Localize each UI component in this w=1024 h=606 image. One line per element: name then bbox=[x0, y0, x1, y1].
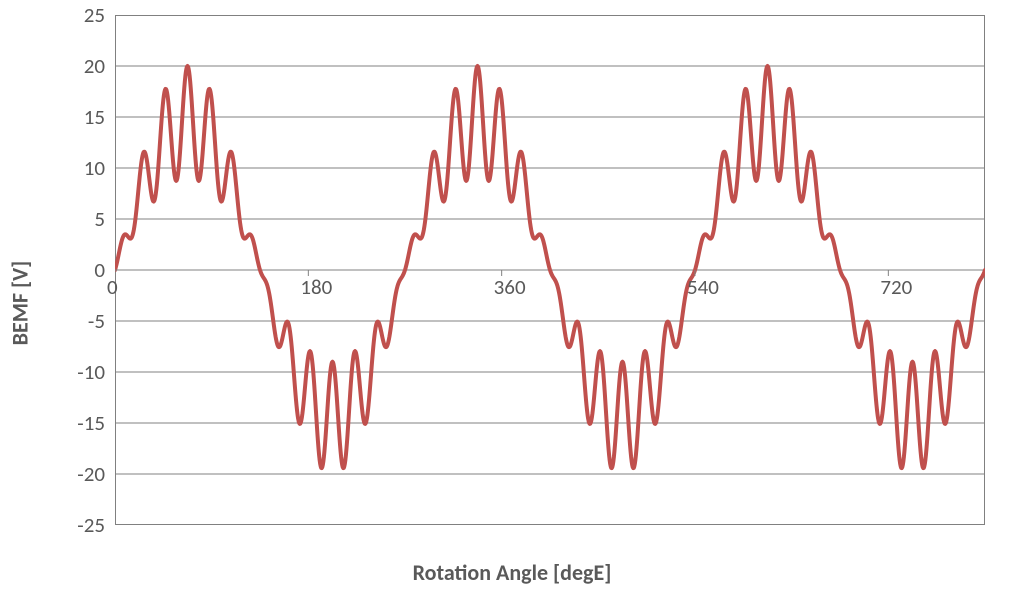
bemf-chart: BEMF [V] Rotation Angle [degE] -25 -20 -15… bbox=[0, 0, 1024, 606]
y-tick-label: -15 bbox=[45, 410, 105, 436]
y-tick-label: 10 bbox=[45, 155, 105, 181]
y-axis-label: BEMF [V] bbox=[7, 203, 34, 403]
y-tick-label: 15 bbox=[45, 104, 105, 130]
x-tick-label: 540 bbox=[687, 274, 719, 300]
x-tick-label: 360 bbox=[494, 274, 526, 300]
y-tick-label: 25 bbox=[45, 2, 105, 28]
x-tick-label: 0 bbox=[107, 274, 118, 300]
x-axis-label: Rotation Angle [degE] bbox=[312, 559, 712, 586]
y-tick-label: -25 bbox=[45, 512, 105, 538]
x-tick-label: 720 bbox=[880, 274, 912, 300]
x-tick-label: 180 bbox=[300, 274, 332, 300]
y-tick-label: 0 bbox=[45, 257, 105, 283]
y-tick-label: -20 bbox=[45, 461, 105, 487]
y-tick-label: 5 bbox=[45, 206, 105, 232]
plot-area bbox=[115, 15, 985, 525]
y-tick-label: -10 bbox=[45, 359, 105, 385]
y-tick-label: -5 bbox=[45, 308, 105, 334]
y-tick-label: 20 bbox=[45, 53, 105, 79]
